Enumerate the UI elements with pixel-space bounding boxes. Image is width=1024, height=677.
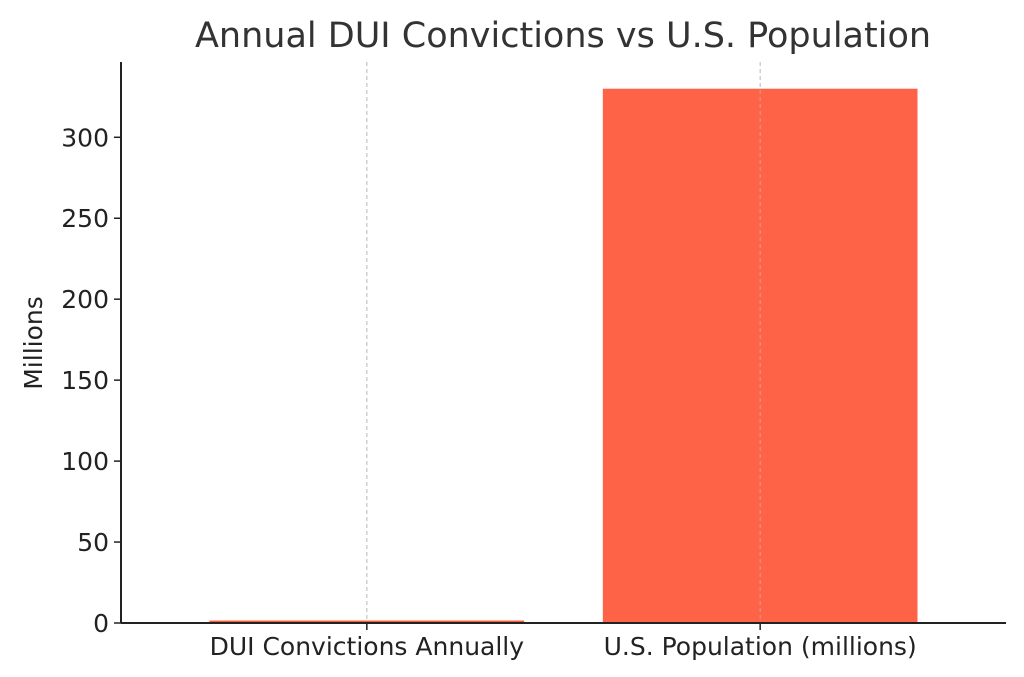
bar-1 xyxy=(209,620,525,623)
y-tick-label: 200 xyxy=(61,285,109,314)
bars xyxy=(209,88,918,623)
y-axis-ticks: 0 50 100 150 200 250 300 xyxy=(61,123,121,638)
y-tick-label: 100 xyxy=(61,447,109,476)
y-axis-label: Millions xyxy=(19,296,48,390)
y-tick-label: 50 xyxy=(77,528,109,557)
x-axis-ticks: DUI Convictions Annually U.S. Population … xyxy=(210,623,917,661)
x-tick-label: U.S. Population (millions) xyxy=(604,632,917,661)
y-tick-label: 150 xyxy=(61,366,109,395)
axes xyxy=(120,62,1006,624)
y-tick-label: 250 xyxy=(61,204,109,233)
x-tick-label: DUI Convictions Annually xyxy=(210,632,525,661)
y-tick-label: 0 xyxy=(93,609,109,638)
y-tick-label: 300 xyxy=(61,123,109,152)
chart-title: Annual DUI Convictions vs U.S. Populatio… xyxy=(195,16,931,56)
